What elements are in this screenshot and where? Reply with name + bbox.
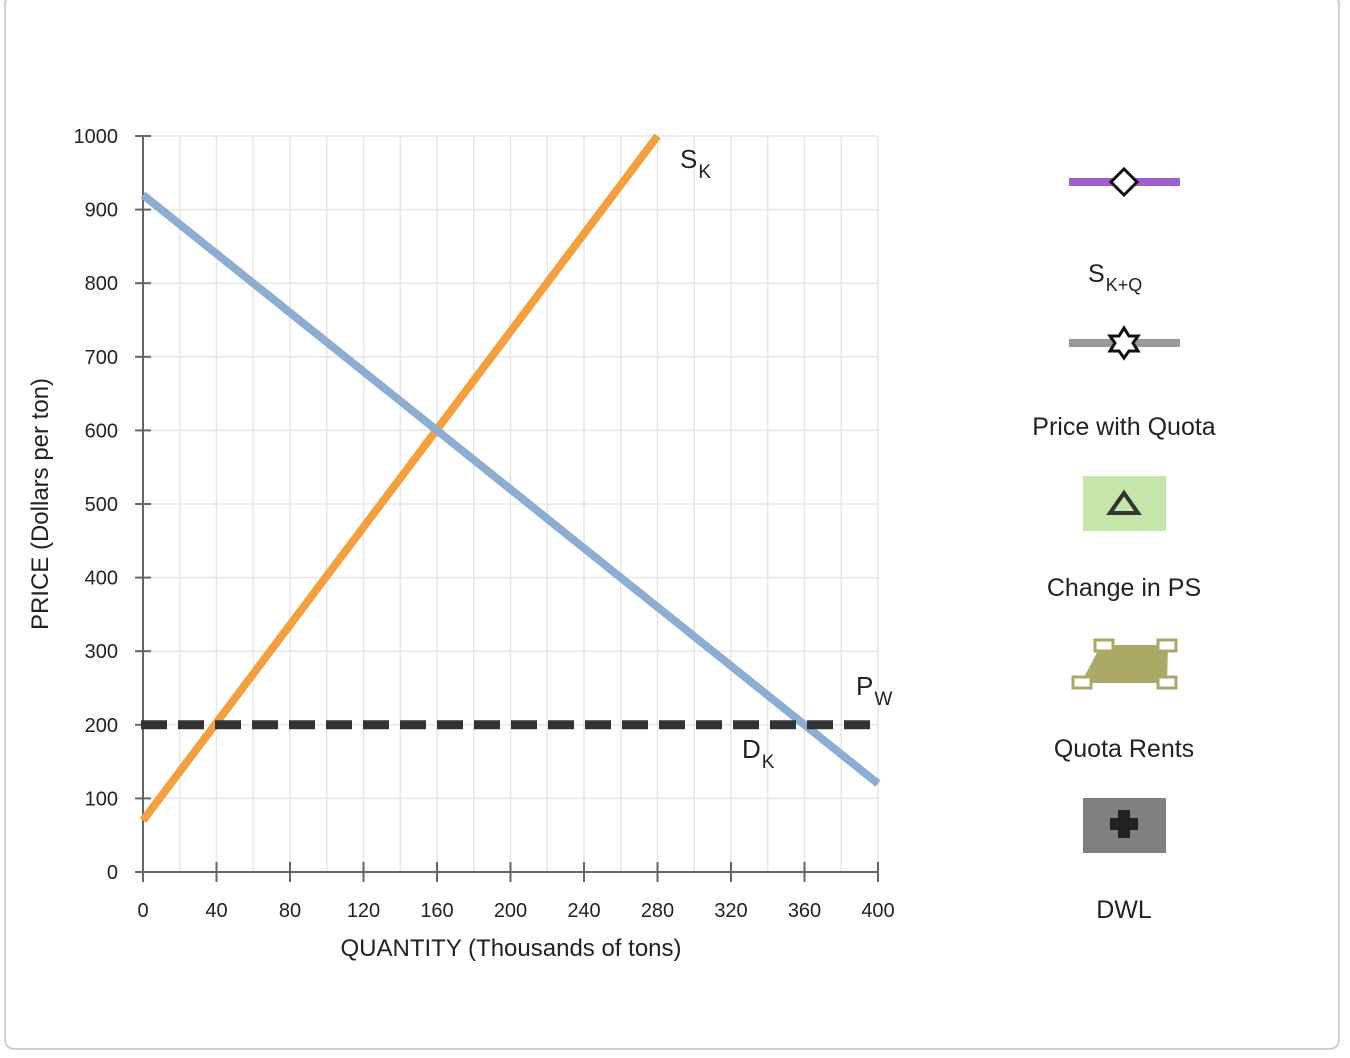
- y-tick-label: 500: [85, 494, 118, 516]
- world-price-label: PW: [856, 671, 892, 710]
- star-icon: [1107, 325, 1141, 361]
- y-tick-label: 100: [85, 788, 118, 810]
- x-tick-label: 80: [279, 900, 301, 922]
- y-tick-labels: 0 100 200 300 400 500 600 700 800 900 1000: [74, 126, 119, 884]
- y-tick-label: 400: [85, 568, 118, 590]
- plus-icon: [1110, 810, 1138, 838]
- y-tick-label: 300: [85, 641, 118, 663]
- x-tick-label: 360: [788, 900, 821, 922]
- legend-change-ps-tool[interactable]: [1083, 476, 1166, 531]
- y-tick-label: 600: [85, 420, 118, 442]
- axes: [135, 135, 879, 882]
- legend-sk-q-label: SK+Q: [1088, 260, 1142, 295]
- y-tick-label: 900: [85, 200, 118, 222]
- x-tick-labels: 0 40 80 120 160 200 240 280 320 360 400: [137, 900, 894, 922]
- trapezoid-icon: [1081, 645, 1168, 683]
- grid: [143, 135, 879, 872]
- corner-handle-icon: [1071, 675, 1093, 690]
- change-ps-swatch: [1083, 476, 1166, 531]
- legend-change-ps-label: Change in PS: [1047, 574, 1201, 602]
- series-group: [139, 133, 881, 823]
- supply-curve[interactable]: [139, 133, 661, 823]
- diamond-icon: [1108, 166, 1140, 198]
- legend-quota-rents-tool[interactable]: [1071, 638, 1178, 690]
- legend-price-quota-label: Price with Quota: [1032, 413, 1216, 441]
- supply-label: SK: [680, 144, 711, 183]
- x-tick-label: 40: [205, 900, 227, 922]
- x-axis-title: QUANTITY (Thousands of tons): [340, 935, 681, 962]
- legend-price-quota-tool[interactable]: [1069, 325, 1180, 361]
- corner-handle-icon: [1156, 675, 1178, 690]
- x-tick-label: 320: [714, 900, 747, 922]
- demand-label: DK: [742, 734, 775, 773]
- y-tick-label: 0: [107, 862, 118, 884]
- x-tick-label: 240: [567, 900, 600, 922]
- y-tick-label: 200: [85, 715, 118, 737]
- x-tick-label: 160: [420, 900, 453, 922]
- legend-dwl-label: DWL: [1096, 896, 1152, 924]
- legend-sk-q-tool[interactable]: [1069, 166, 1180, 198]
- triangle-icon: [1106, 489, 1142, 515]
- y-axis-title: PRICE (Dollars per ton): [27, 378, 54, 630]
- legend-quota-rents-label: Quota Rents: [1054, 735, 1194, 763]
- x-tick-label: 120: [347, 900, 380, 922]
- corner-handle-icon: [1156, 638, 1178, 653]
- y-tick-label: 1000: [74, 126, 119, 148]
- corner-handle-icon: [1093, 638, 1115, 653]
- y-tick-label: 800: [85, 273, 118, 295]
- x-tick-label: 280: [641, 900, 674, 922]
- legend: SK+Q Price with Quota Change in PS Quota…: [1032, 166, 1216, 924]
- x-tick-label: 200: [494, 900, 527, 922]
- legend-dwl-tool[interactable]: [1083, 798, 1166, 853]
- x-tick-label: 400: [861, 900, 894, 922]
- y-tick-label: 700: [85, 347, 118, 369]
- demand-curve[interactable]: [140, 191, 881, 787]
- x-tick-label: 0: [137, 900, 148, 922]
